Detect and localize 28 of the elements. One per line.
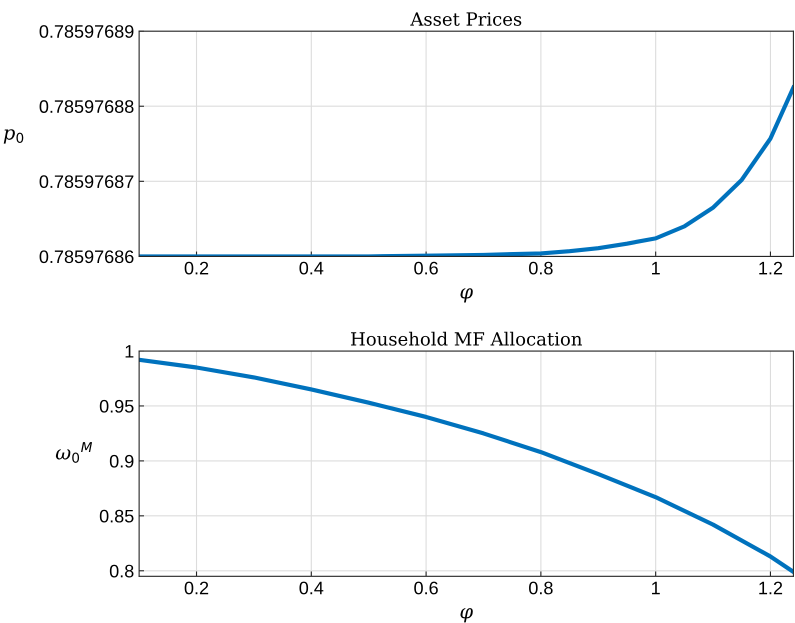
- x-tick-label: 1.2: [759, 582, 782, 594]
- x-axis-title: φ: [460, 608, 473, 622]
- chart-title: Household MF Allocation: [351, 332, 582, 346]
- x-tick-label: 0.6: [414, 262, 438, 275]
- y-tick-label: 0.95: [100, 400, 134, 413]
- x-tick-label: 0.2: [184, 582, 208, 594]
- y-tick-label: 0.78597686: [40, 250, 134, 264]
- x-axis-title: φ: [460, 288, 473, 302]
- line-series: [139, 358, 794, 574]
- x-tick-label: 0.4: [299, 262, 324, 275]
- x-tick-label: 0.2: [184, 262, 208, 275]
- x-tick-label: 0.8: [529, 262, 553, 275]
- x-tick-label: 0.6: [414, 582, 438, 594]
- y-axis-title: ω$_{0}$$^{M}$: [56, 442, 92, 463]
- y-axis-title: p$_{0}$: [4, 129, 24, 144]
- y-tick-label: 0.78597688: [40, 100, 134, 113]
- y-tick-label: 0.78597687: [40, 175, 134, 188]
- x-tick-label: 1.2: [759, 262, 782, 274]
- chart-title: Asset Prices: [410, 12, 522, 26]
- x-tick-label: 1: [652, 582, 660, 594]
- x-tick-label: 0.4: [299, 582, 324, 594]
- y-tick-label: 0.9: [110, 454, 134, 468]
- y-tick-label: 0.85: [100, 510, 134, 523]
- y-tick-label: 0.78597689: [40, 25, 134, 38]
- x-tick-label: 1: [652, 262, 660, 274]
- y-tick-label: 1: [126, 345, 134, 358]
- y-tick-label: 0.8: [110, 564, 134, 578]
- x-tick-label: 0.8: [529, 582, 553, 594]
